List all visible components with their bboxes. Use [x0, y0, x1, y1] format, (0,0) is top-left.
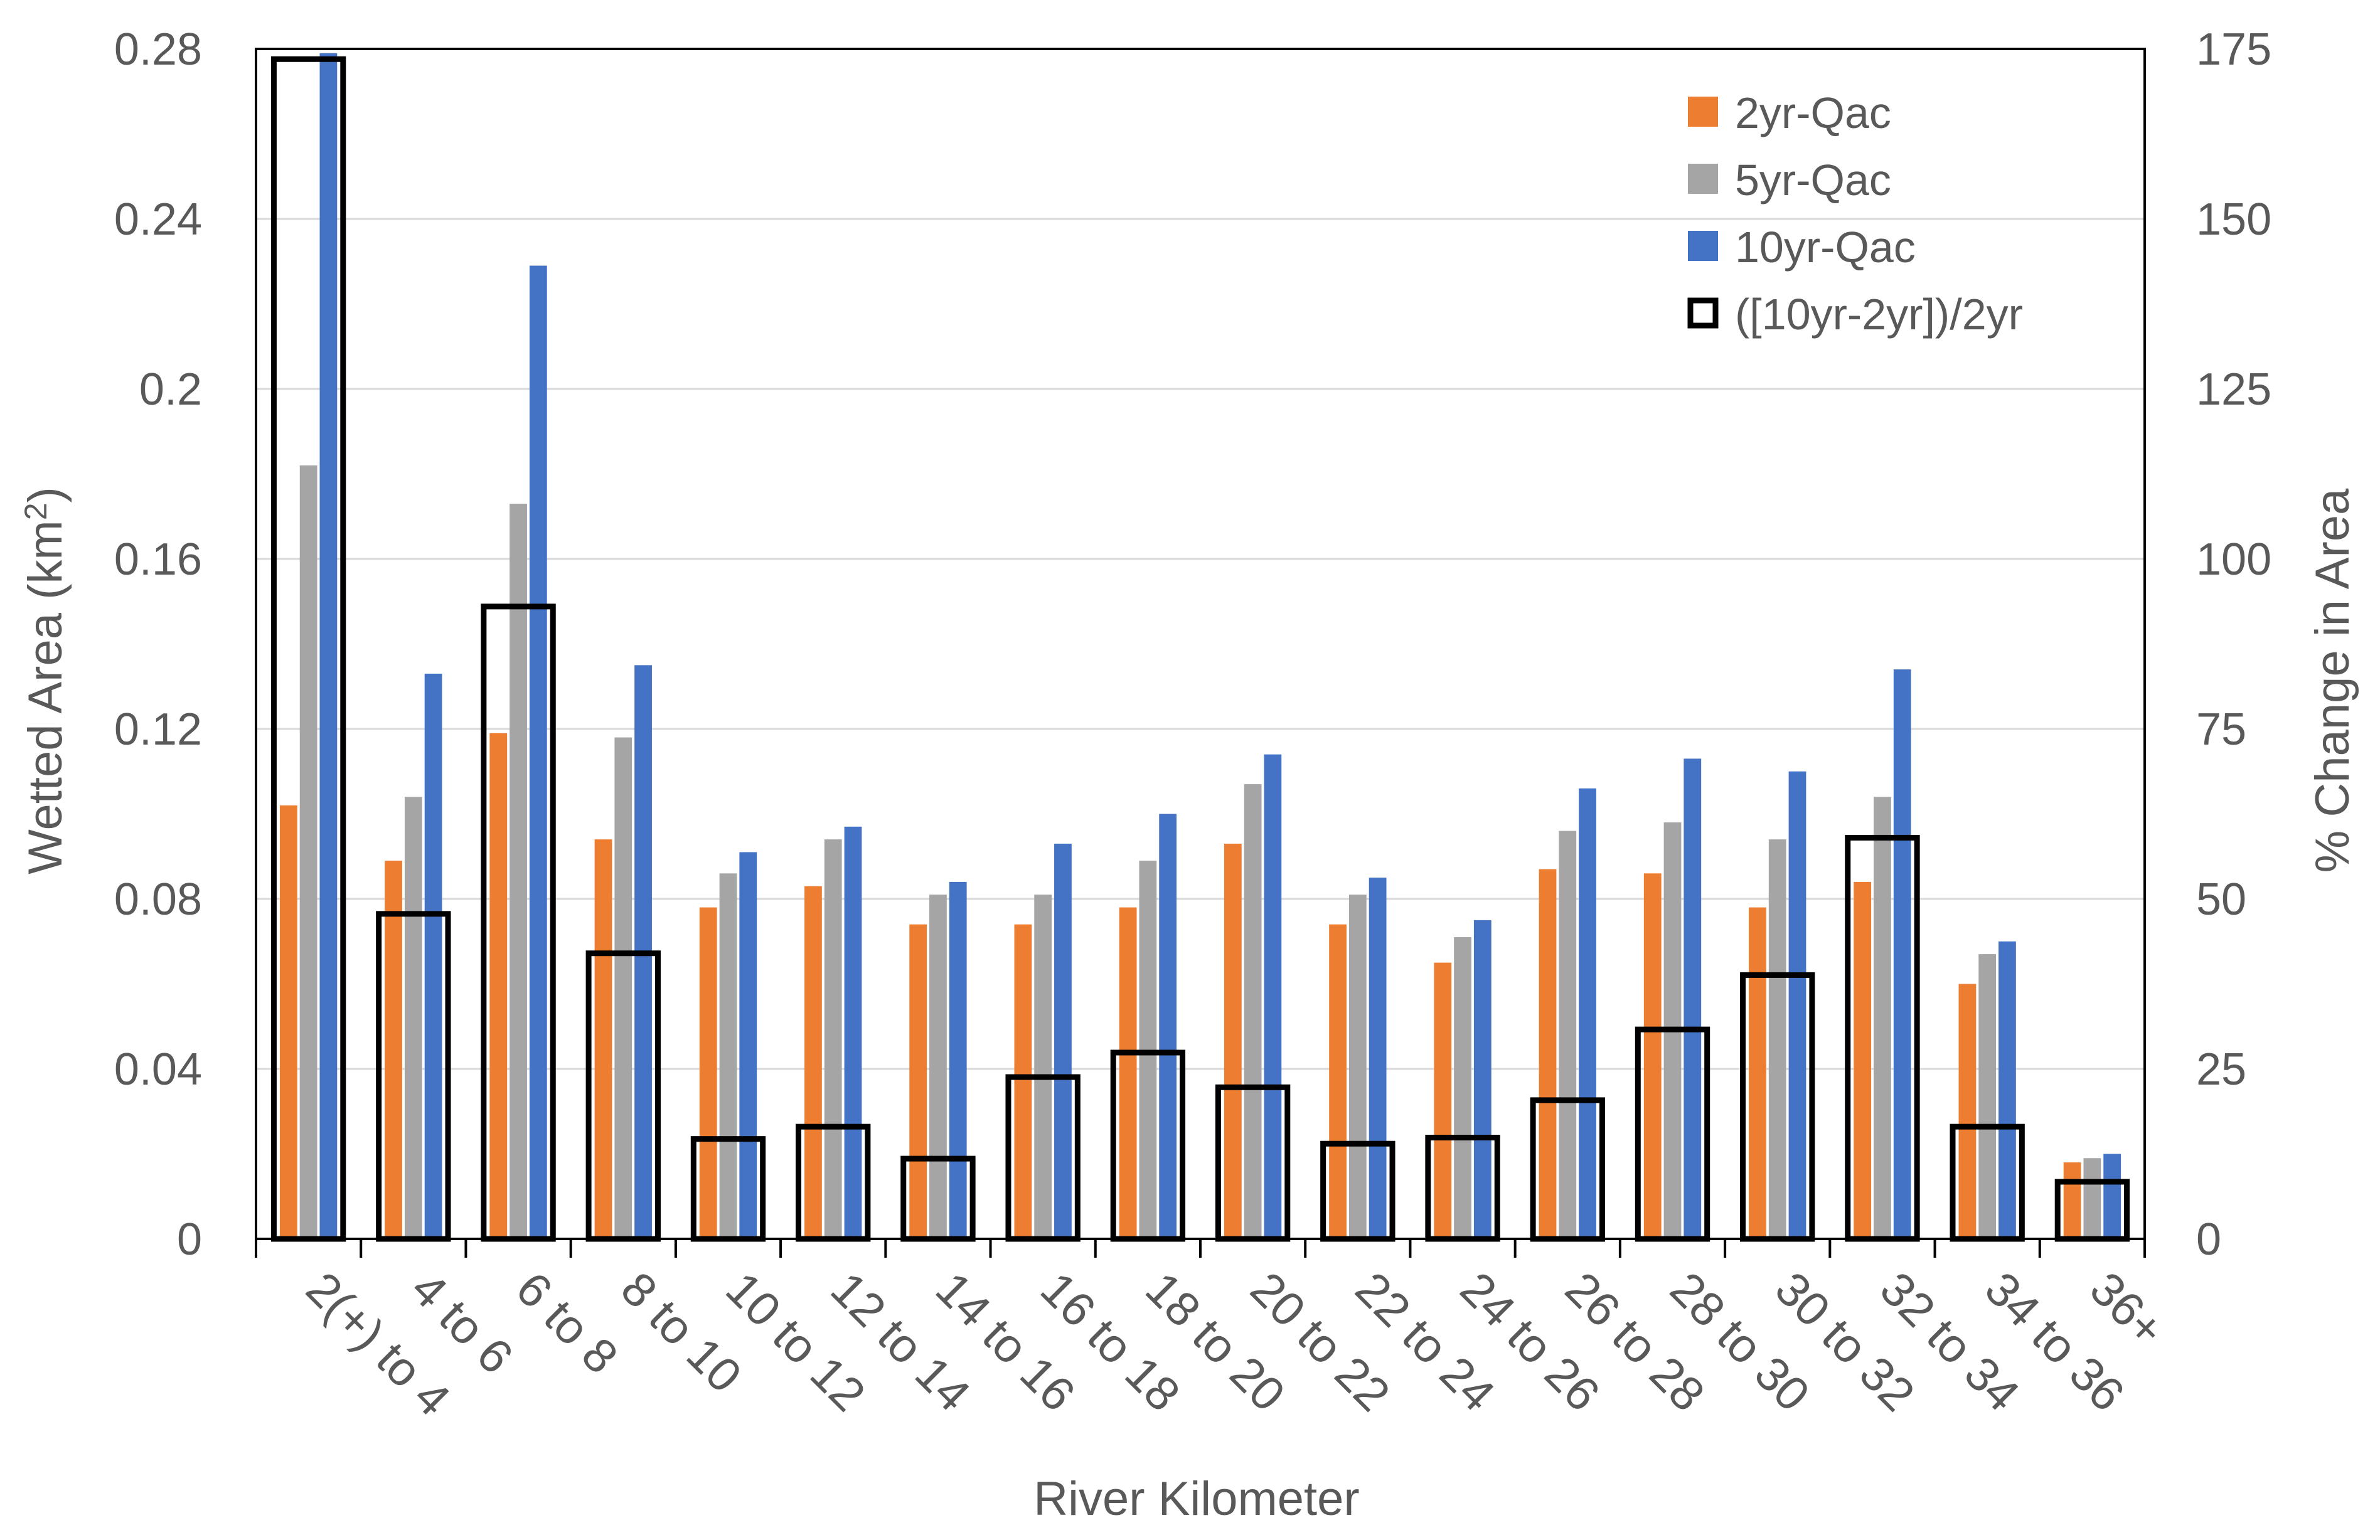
y2-tick-label: 150	[2196, 194, 2271, 245]
y2-tick-label: 125	[2196, 364, 2271, 415]
y-tick-label: 0.04	[114, 1044, 202, 1095]
bar	[699, 907, 717, 1239]
bar	[1893, 669, 1911, 1239]
y2-tick-label: 25	[2196, 1044, 2246, 1095]
bar	[1119, 907, 1137, 1239]
y-axis-title-superscript: 2	[18, 502, 53, 520]
legend-swatch	[1688, 97, 1718, 127]
bar	[1998, 941, 2016, 1239]
bar	[2083, 1158, 2101, 1239]
x-axis-ticks	[255, 1239, 2146, 1258]
bar	[1264, 754, 1282, 1239]
bar	[2103, 1154, 2121, 1239]
y-axis-tick-labels: 0 0.04 0.08 0.12 0.16 0.2 0.24 0.28	[114, 24, 202, 1265]
legend-item: 10yr-Qac	[1688, 223, 1916, 272]
bar	[1244, 784, 1262, 1239]
gridlines	[256, 218, 2145, 1070]
legend-label: 2yr-Qac	[1735, 88, 1891, 137]
bar	[1454, 937, 1471, 1239]
bar	[1348, 895, 1367, 1239]
bar	[1369, 878, 1387, 1239]
y2-tick-label: 0	[2196, 1214, 2221, 1265]
y-tick-label: 0.16	[114, 534, 202, 585]
bar	[279, 805, 297, 1239]
y-axis-title-main: Wetted Area (km	[19, 520, 72, 874]
legend-item: 2yr-Qac	[1688, 88, 1891, 137]
legend-item: 5yr-Qac	[1688, 156, 1891, 204]
bar	[1958, 984, 1977, 1239]
bar	[614, 737, 632, 1239]
y-axis-title-tail: )	[19, 487, 72, 502]
y-tick-label: 0	[177, 1214, 202, 1265]
legend: 2yr-Qac 5yr-Qac 10yr-Qac ([10yr-2yr])/2yr	[1687, 88, 2023, 339]
legend-swatch	[1688, 164, 1718, 194]
bar	[739, 852, 757, 1239]
y-tick-label: 0.24	[114, 194, 202, 245]
bar	[489, 733, 508, 1239]
bar	[844, 826, 862, 1239]
bar	[1749, 907, 1766, 1239]
y2-tick-label: 75	[2196, 704, 2246, 755]
bar	[594, 839, 612, 1239]
y-tick-label: 0.28	[114, 24, 202, 75]
y-tick-label: 0.2	[139, 364, 202, 415]
bar	[1034, 895, 1052, 1239]
bar	[1159, 814, 1177, 1239]
legend-swatch	[1687, 297, 1719, 329]
bar	[529, 265, 547, 1239]
bar	[1014, 924, 1032, 1239]
bar	[319, 53, 338, 1239]
y-tick-label: 0.12	[114, 704, 202, 755]
y2-axis-tick-labels: 0 25 50 75 100 125 150 175	[2196, 24, 2271, 1265]
bar	[1854, 881, 1872, 1239]
legend-swatch	[1688, 231, 1718, 261]
legend-item: ([10yr-2yr])/2yr	[1687, 290, 2023, 339]
bar	[804, 886, 822, 1239]
bar	[1788, 771, 1806, 1239]
legend-label: 10yr-Qac	[1735, 223, 1916, 272]
bar	[1978, 954, 1997, 1239]
bar	[1054, 843, 1072, 1239]
bar	[1473, 920, 1492, 1239]
bar	[1559, 831, 1577, 1239]
bar	[824, 839, 842, 1239]
bar	[1643, 873, 1662, 1239]
bar	[385, 861, 402, 1239]
bar	[424, 673, 442, 1239]
bars	[279, 53, 2121, 1240]
bar	[949, 881, 967, 1239]
bar	[1874, 797, 1891, 1239]
y2-tick-label: 100	[2196, 534, 2271, 585]
bar	[909, 924, 927, 1239]
x-axis-title: River Kilometer	[1033, 1472, 1359, 1526]
y2-tick-label: 175	[2196, 24, 2271, 75]
legend-label: 5yr-Qac	[1735, 156, 1891, 204]
bar	[299, 465, 318, 1240]
y-tick-label: 0.08	[114, 874, 202, 925]
bar	[404, 797, 422, 1239]
bar	[1579, 788, 1596, 1239]
legend-label: ([10yr-2yr])/2yr	[1735, 290, 2023, 339]
bar	[929, 895, 947, 1239]
bar	[719, 873, 737, 1239]
bar	[1539, 869, 1557, 1239]
bar	[2063, 1162, 2081, 1239]
bar	[1224, 843, 1242, 1239]
bar	[1684, 758, 1702, 1239]
bar	[1434, 962, 1452, 1239]
bar	[1329, 924, 1347, 1239]
y2-axis-title: % Change in Area	[2306, 488, 2359, 873]
bar	[1768, 839, 1786, 1239]
y-axis-title: Wetted Area (km2)	[18, 487, 72, 874]
bar	[510, 503, 527, 1239]
y2-tick-label: 50	[2196, 874, 2246, 925]
